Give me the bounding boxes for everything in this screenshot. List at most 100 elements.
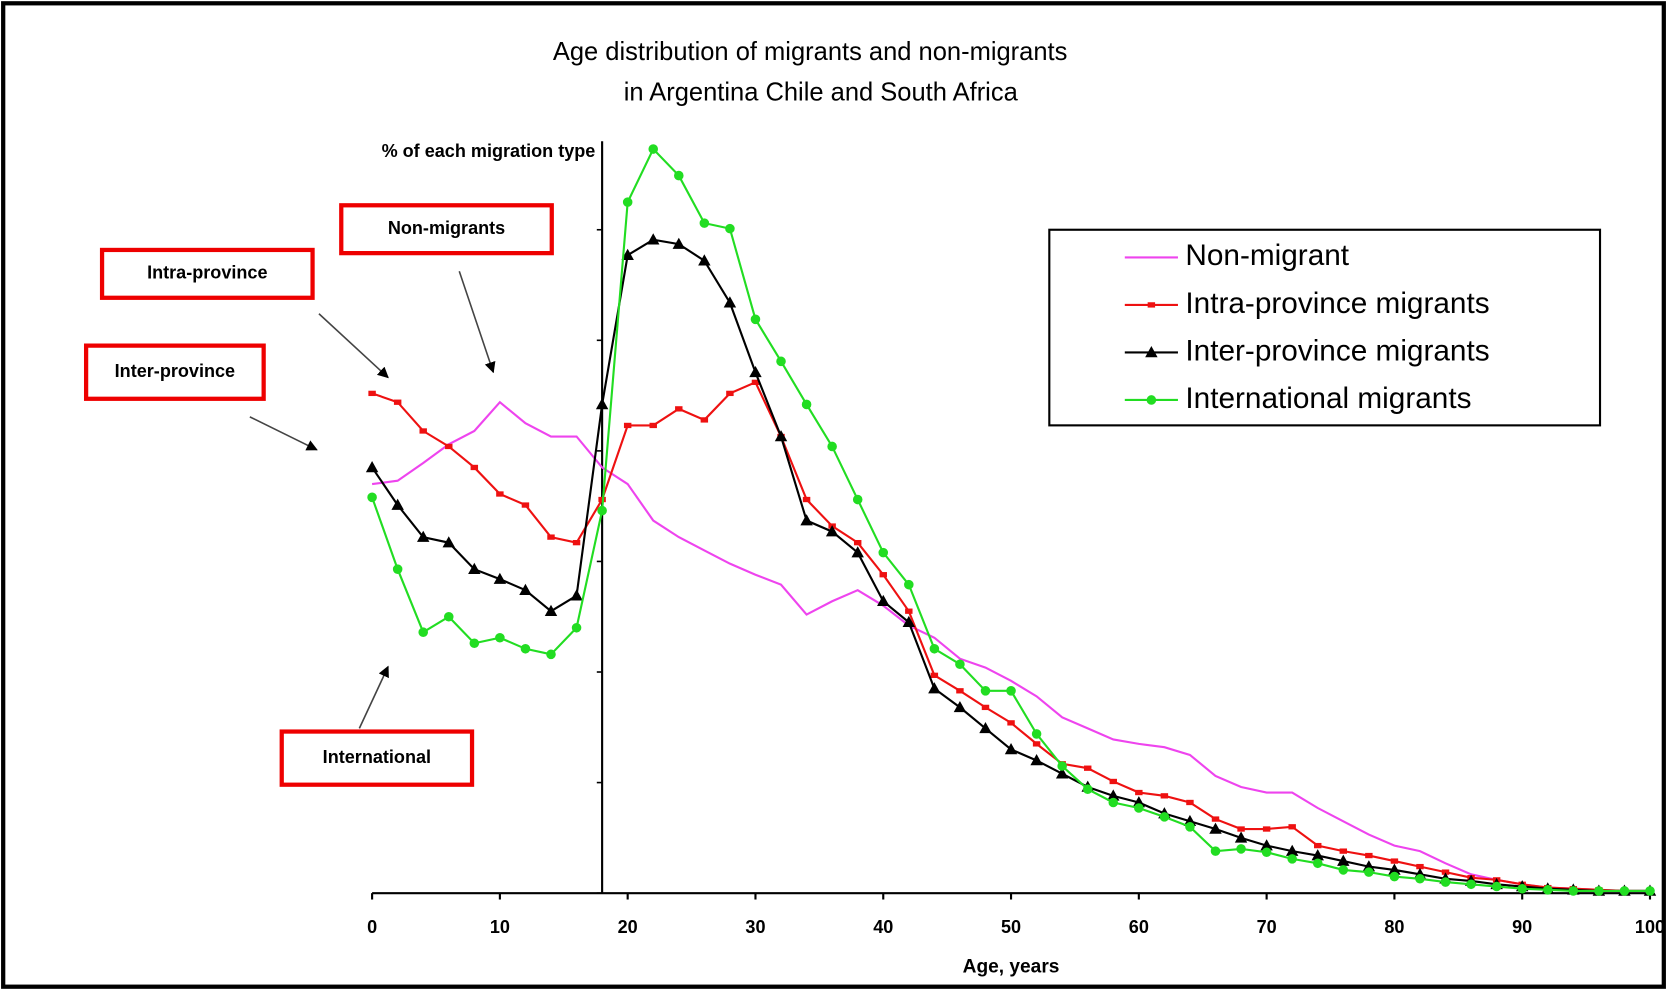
data-point bbox=[902, 615, 916, 628]
annotation-arrows bbox=[249, 270, 496, 729]
legend-label: Intra-province migrants bbox=[1185, 287, 1489, 320]
x-tick-label: 60 bbox=[1129, 917, 1149, 937]
data-point bbox=[1364, 867, 1374, 877]
data-point bbox=[1237, 826, 1245, 832]
x-tick-label: 10 bbox=[490, 917, 510, 937]
annotation-label: Inter-province bbox=[115, 361, 235, 381]
data-point bbox=[1390, 858, 1399, 864]
data-point bbox=[699, 218, 710, 228]
data-point bbox=[1210, 846, 1221, 856]
data-point bbox=[851, 546, 864, 558]
data-point bbox=[800, 514, 813, 526]
data-point bbox=[519, 583, 532, 595]
data-point bbox=[723, 296, 737, 308]
data-point bbox=[749, 365, 762, 378]
data-point bbox=[445, 443, 453, 450]
data-point bbox=[1109, 778, 1117, 785]
data-point bbox=[468, 562, 481, 574]
arrow bbox=[249, 416, 318, 451]
data-point bbox=[904, 579, 914, 590]
data-point bbox=[469, 638, 480, 649]
data-point bbox=[392, 564, 403, 574]
data-point bbox=[621, 248, 634, 260]
legend-marker bbox=[1147, 302, 1156, 308]
data-point bbox=[1261, 847, 1272, 858]
data-point bbox=[622, 197, 633, 207]
data-point bbox=[981, 704, 990, 711]
x-axis-label: Age, years bbox=[963, 957, 1060, 978]
data-point bbox=[391, 498, 404, 510]
data-point bbox=[725, 223, 735, 234]
x-tick-label: 50 bbox=[1001, 917, 1021, 937]
data-point bbox=[597, 505, 607, 516]
data-point bbox=[928, 682, 941, 694]
data-point bbox=[852, 494, 863, 505]
data-point bbox=[1004, 742, 1018, 755]
data-point bbox=[595, 398, 609, 410]
data-point bbox=[1491, 881, 1502, 892]
data-point bbox=[493, 572, 507, 584]
data-point bbox=[1234, 831, 1248, 843]
annotation-box bbox=[279, 729, 475, 787]
x-tick-label: 20 bbox=[618, 917, 638, 937]
data-point bbox=[1262, 826, 1271, 832]
data-point bbox=[547, 534, 555, 540]
annotation-label: Non-migrants bbox=[388, 218, 505, 238]
data-point bbox=[979, 721, 992, 734]
x-tick-label: 0 bbox=[367, 917, 377, 937]
data-point bbox=[1135, 789, 1143, 796]
data-point bbox=[1287, 854, 1297, 864]
data-point bbox=[365, 461, 379, 473]
data-point bbox=[520, 644, 531, 654]
data-point bbox=[416, 530, 430, 542]
y-axis-label: % of each migration type bbox=[382, 141, 596, 161]
data-point bbox=[1365, 852, 1373, 859]
data-point bbox=[571, 623, 582, 633]
chart-title: Age distribution of migrants and non-mig… bbox=[553, 38, 1068, 66]
data-point bbox=[827, 441, 837, 452]
legend: Non-migrant Intra-province migrants Inter-… bbox=[1048, 228, 1602, 427]
data-point bbox=[419, 428, 427, 434]
data-point bbox=[1083, 765, 1092, 771]
legend-label: Non-migrant bbox=[1185, 239, 1349, 272]
data-point bbox=[1006, 686, 1016, 696]
data-point bbox=[878, 547, 889, 558]
data-point bbox=[1594, 886, 1604, 896]
x-tick-label: 40 bbox=[873, 917, 893, 937]
data-point bbox=[1082, 784, 1093, 794]
annotation-box bbox=[339, 203, 554, 256]
data-point bbox=[1619, 886, 1630, 896]
data-point bbox=[905, 608, 913, 614]
data-point bbox=[570, 589, 583, 601]
data-point bbox=[1236, 844, 1246, 854]
legend-label: International migrants bbox=[1185, 382, 1471, 415]
data-point bbox=[1055, 767, 1069, 779]
annotation-box bbox=[83, 343, 266, 401]
data-point bbox=[1338, 865, 1349, 875]
data-point bbox=[1209, 822, 1222, 834]
data-point bbox=[1030, 754, 1043, 766]
data-point bbox=[1211, 816, 1220, 822]
data-point bbox=[1440, 877, 1451, 887]
data-point bbox=[700, 417, 709, 423]
data-point bbox=[418, 627, 428, 637]
data-point bbox=[1645, 886, 1655, 896]
data-point bbox=[1466, 879, 1476, 890]
data-point bbox=[572, 539, 581, 546]
data-point bbox=[546, 649, 556, 660]
data-point bbox=[649, 422, 657, 429]
arrow bbox=[318, 313, 389, 379]
data-point bbox=[877, 594, 890, 607]
x-tick-label: 70 bbox=[1257, 917, 1277, 937]
data-point bbox=[1031, 729, 1042, 739]
data-point bbox=[956, 688, 964, 694]
x-tick-label: 80 bbox=[1384, 917, 1404, 937]
data-point bbox=[1108, 797, 1119, 808]
data-point bbox=[368, 390, 376, 397]
data-point bbox=[980, 686, 991, 696]
data-point bbox=[1185, 822, 1195, 832]
data-point bbox=[496, 491, 504, 497]
